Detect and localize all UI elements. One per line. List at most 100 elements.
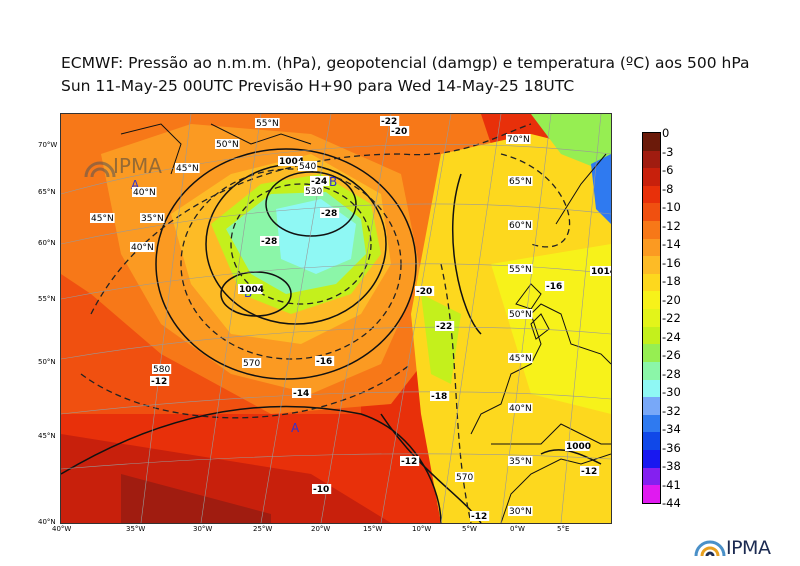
geopotential-label: 570 (456, 473, 473, 483)
temperature-contour-label: -24 (311, 177, 327, 187)
ipma-logo-text: IPMA (113, 154, 162, 178)
colorbar-swatch (643, 133, 660, 151)
graticule-label: 40°N (509, 404, 532, 414)
graticule-label: 35°N (141, 214, 164, 224)
temperature-contour-label: -22 (381, 117, 397, 127)
graticule-label: 70°N (507, 135, 530, 145)
colorbar-tick-label: -20 (662, 292, 681, 307)
colorbar-swatch (643, 203, 660, 222)
colorbar-tick-label: 0 (662, 126, 670, 140)
colorbar-tick-label: -8 (662, 181, 674, 196)
graticule-label: 45°N (509, 354, 532, 364)
coastlines (120, 123, 611, 523)
colorbar-tick-label: -6 (662, 163, 674, 177)
latitude-axis-label: 60°N (38, 239, 56, 247)
longitude-axis-label: 5°W (462, 525, 477, 533)
graticule-label: 40°N (131, 243, 154, 253)
colorbar-swatch (643, 221, 660, 239)
graticule-label: 50°N (216, 140, 239, 150)
colorbar-swatch (643, 397, 660, 415)
colorbar-tick-label: -28 (662, 366, 681, 381)
colorbar-tick-label: -22 (662, 311, 681, 325)
colorbar-tick-label: -14 (662, 237, 681, 251)
geopotential-label: 540 (299, 162, 316, 172)
longitude-axis-label: 30°W (193, 525, 213, 533)
ipma-logo-text: IPMA (726, 537, 771, 559)
longitude-axis-label: 5°E (557, 525, 570, 533)
latitude-axis-label: 40°N (38, 518, 56, 526)
map-canvas: A A B B -28-28-24-20-22-16-14-12-10-18-1… (61, 114, 611, 523)
latitude-axis-label: 45°N (38, 432, 56, 440)
colorbar-swatch (643, 256, 660, 274)
colorbar-swatch (643, 379, 660, 398)
latitude-axis-label: 55°N (38, 295, 56, 303)
colorbar-swatch (643, 326, 660, 345)
isobar-label: 1014 (591, 267, 611, 277)
colorbar-swatch (643, 467, 660, 486)
graticule-label: 40°N (133, 188, 156, 198)
colorbar-tick-label: -10 (662, 200, 681, 214)
temperature-contour-label: -20 (391, 127, 407, 137)
graticule-label: 45°N (176, 164, 199, 174)
colorbar-tick-label: -32 (662, 403, 681, 418)
temperature-contour-label: -28 (321, 209, 337, 219)
chart-title: ECMWF: Pressão ao n.m.m. (hPa), geopoten… (61, 54, 750, 72)
temperature-contour-label: -28 (261, 237, 277, 247)
ipma-logo-icon (694, 540, 726, 557)
isobar-label: 1004 (279, 157, 304, 167)
colorbar-tick-label: -44 (662, 496, 681, 510)
low-center-label: B (329, 175, 337, 189)
latitude-axis-label: 65°N (38, 188, 56, 196)
temperature-contour-label: -12 (581, 467, 597, 477)
graticule-label: 35°N (509, 457, 532, 467)
ipma-logo-icon (84, 161, 116, 178)
colorbar-swatch (643, 309, 660, 327)
latitude-axis-label: 70°W (38, 141, 58, 149)
colorbar-swatch (643, 361, 660, 380)
longitude-axis-label: 35°W (126, 525, 146, 533)
latitude-axis-label: 50°N (38, 358, 56, 366)
colorbar-tick-label: -41 (662, 477, 681, 492)
high-center-label: A (131, 178, 140, 192)
colorbar-swatch (643, 344, 660, 362)
temperature-contour-label: -20 (416, 287, 432, 297)
colorbar-swatch (643, 449, 660, 468)
longitude-axis-label: 40°W (52, 525, 72, 533)
graticule-label: 60°N (509, 221, 532, 231)
geopotential-label: 530 (305, 187, 322, 197)
graticule-label: 55°N (256, 119, 279, 129)
graticule-label: 30°N (509, 507, 532, 517)
contour-labels: -28-28-24-20-22-16-14-12-10-18-12-22-20-… (90, 116, 611, 522)
temperature-colorbar (642, 132, 661, 504)
colorbar-tick-label: -36 (662, 440, 681, 455)
temperature-contour-label: -16 (316, 357, 332, 367)
temperature-contour-label: -14 (293, 389, 309, 399)
longitude-axis-label: 10°W (412, 525, 432, 533)
colorbar-tick-label: -34 (662, 422, 681, 436)
isobar-label: 1004 (239, 285, 264, 295)
colorbar-swatch (643, 150, 660, 169)
colorbar-tick-label: -3 (662, 144, 674, 159)
colorbar-tick-label: -16 (662, 255, 681, 270)
temperature-contour-label: -10 (313, 485, 329, 495)
colorbar-swatch (643, 432, 660, 450)
longitude-axis-label: 20°W (311, 525, 331, 533)
graticule-label: 45°N (91, 214, 114, 224)
chart-subtitle: Sun 11-May-25 00UTC Previsão H+90 para W… (61, 77, 575, 95)
colorbar-swatch (643, 185, 660, 204)
temperature-contour-label: -22 (436, 322, 452, 332)
colorbar-tick-label: -24 (662, 329, 681, 344)
temperature-contour-label: -12 (151, 377, 167, 387)
colorbar-tick-label: -30 (662, 385, 681, 399)
high-center-label: A (291, 421, 300, 435)
temperature-contour-label: -12 (401, 457, 417, 467)
temperature-contour-label: -12 (471, 512, 487, 522)
graticule-label: 50°N (509, 310, 532, 320)
colorbar-swatch (643, 238, 660, 257)
colorbar-swatch (643, 168, 660, 186)
colorbar-swatch (643, 291, 660, 310)
graticule-label: 65°N (509, 177, 532, 187)
colorbar-tick-label: -26 (662, 348, 681, 362)
graticule-label: 55°N (509, 265, 532, 275)
colorbar-tick-label: -12 (662, 218, 681, 233)
